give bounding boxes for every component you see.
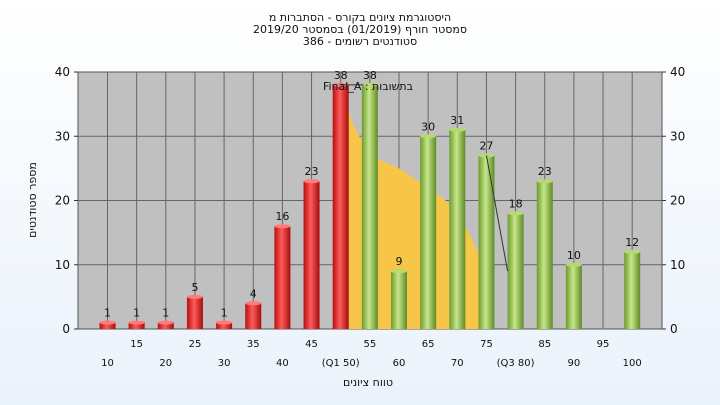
bar-value-label: 27	[479, 140, 493, 153]
x-tick-label: 85	[538, 339, 551, 350]
bar-top-cap	[536, 179, 553, 184]
x-tick-label: 35	[247, 339, 260, 350]
chart-title-line-3: 386 - סטודנטים רשומים	[302, 35, 418, 48]
y-axis-label: מספר סטודנטים	[26, 162, 39, 238]
bar-value-label: 1	[221, 307, 228, 320]
bar-top-cap	[99, 320, 116, 325]
histogram-bar	[478, 155, 495, 329]
histogram-bar	[361, 84, 378, 329]
x-tick-label: (Q1 50)	[322, 358, 360, 369]
bar-value-label: 1	[104, 307, 111, 320]
bar-top-cap	[449, 127, 466, 132]
bar-value-label: 4	[250, 287, 257, 300]
x-tick-label: 20	[159, 358, 172, 369]
y-tick-label-left: 0	[62, 322, 70, 336]
histogram-bar	[332, 84, 349, 329]
x-tick-label: 95	[597, 339, 610, 350]
bar-value-label: 18	[509, 197, 523, 210]
y-tick-label-right: 30	[670, 129, 685, 143]
bar-value-label: 38	[334, 69, 348, 82]
bar-top-cap	[361, 82, 378, 87]
histogram-bar	[128, 322, 145, 329]
x-tick-label: 55	[363, 339, 376, 350]
chart-title-line-1: היסטוגרמת ציונים בקורס - הסתברות מ	[268, 11, 452, 24]
histogram-bar	[565, 264, 582, 329]
histogram-bar	[186, 296, 203, 329]
x-tick-label: (Q3 80)	[497, 358, 535, 369]
y-tick-label-left: 20	[55, 194, 70, 208]
x-tick-label: 60	[393, 358, 406, 369]
bar-top-cap	[216, 320, 233, 325]
histogram-bar	[391, 271, 407, 329]
y-tick-label-left: 40	[55, 65, 70, 79]
y-tick-label-left: 10	[55, 258, 70, 272]
bar-top-cap	[624, 249, 641, 254]
y-tick-label-left: 30	[55, 129, 70, 143]
bar-top-cap	[565, 262, 582, 267]
bar-value-label: 38	[363, 69, 377, 82]
histogram-bar	[216, 322, 233, 329]
x-tick-label: 30	[218, 358, 231, 369]
x-tick-label: 45	[305, 339, 318, 350]
bar-value-label: 9	[396, 255, 403, 268]
histogram-bar	[157, 322, 174, 329]
bar-value-label: 10	[567, 249, 581, 262]
bar-top-cap	[303, 179, 320, 184]
q3-marker-line	[485, 155, 509, 272]
bar-top-cap	[391, 269, 407, 274]
bar-value-label: 1	[133, 307, 140, 320]
bar-value-label: 31	[450, 114, 464, 127]
bar-value-label: 30	[421, 120, 435, 133]
x-tick-label: 15	[130, 339, 143, 350]
bar-value-label: 23	[538, 165, 552, 178]
bar-value-label: 5	[191, 281, 198, 294]
bar-value-label: 12	[625, 236, 639, 249]
bar-top-cap	[245, 301, 262, 306]
x-axis-label: טווח ציונים	[343, 376, 393, 389]
x-tick-label: 90	[568, 358, 581, 369]
bar-top-cap	[274, 224, 291, 229]
bar-top-cap	[186, 294, 203, 299]
x-tick-label: 10	[101, 358, 114, 369]
bar-value-label: 23	[305, 165, 319, 178]
histogram-bar	[624, 251, 641, 329]
x-tick-label: 25	[189, 339, 202, 350]
chart-title-line-2: 2019/20 סמסטר חורף (01/2019) בסמסטר	[253, 23, 467, 36]
histogram-bar	[420, 136, 437, 329]
histogram-bar	[536, 181, 553, 329]
histogram-bar	[507, 213, 524, 329]
x-tick-label: 100	[623, 358, 642, 369]
histogram-bar	[274, 226, 291, 329]
y-tick-label-right: 20	[670, 194, 685, 208]
histogram-bar	[99, 322, 116, 329]
bar-top-cap	[157, 320, 174, 325]
x-tick-label: 65	[422, 339, 435, 350]
y-tick-label-right: 40	[670, 65, 685, 79]
x-tick-label: 40	[276, 358, 289, 369]
bar-top-cap	[420, 134, 437, 139]
x-tick-label: 75	[480, 339, 493, 350]
bar-top-cap	[507, 211, 524, 216]
histogram-bar	[449, 129, 466, 329]
bar-value-label: 16	[275, 210, 289, 223]
histogram-bar	[245, 303, 262, 329]
y-tick-label-right: 0	[670, 322, 678, 336]
bar-value-label: 1	[162, 307, 169, 320]
legend-text: Final_A : בתשובות	[323, 80, 413, 93]
y-tick-label-right: 10	[670, 258, 685, 272]
bar-top-cap	[128, 320, 145, 325]
x-tick-label: 70	[451, 358, 464, 369]
histogram-bar	[303, 181, 320, 329]
